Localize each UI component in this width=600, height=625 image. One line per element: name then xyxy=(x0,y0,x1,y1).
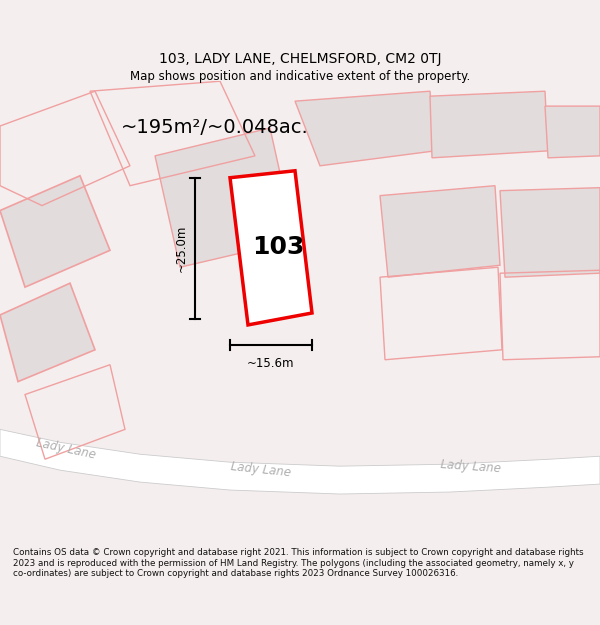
Polygon shape xyxy=(430,91,548,158)
Text: Contains OS data © Crown copyright and database right 2021. This information is : Contains OS data © Crown copyright and d… xyxy=(13,548,584,578)
Polygon shape xyxy=(500,188,600,278)
Text: 103, LADY LANE, CHELMSFORD, CM2 0TJ: 103, LADY LANE, CHELMSFORD, CM2 0TJ xyxy=(159,52,441,66)
Text: 103: 103 xyxy=(252,236,304,259)
Polygon shape xyxy=(380,186,500,278)
Polygon shape xyxy=(295,91,435,166)
Polygon shape xyxy=(155,128,295,268)
Text: ~195m²/~0.048ac.: ~195m²/~0.048ac. xyxy=(121,119,309,138)
Text: Lady Lane: Lady Lane xyxy=(230,461,292,480)
Text: ~15.6m: ~15.6m xyxy=(247,357,295,370)
Polygon shape xyxy=(0,283,95,382)
Text: Map shows position and indicative extent of the property.: Map shows position and indicative extent… xyxy=(130,70,470,82)
Text: Lady Lane: Lady Lane xyxy=(35,437,97,462)
Polygon shape xyxy=(545,106,600,158)
Text: Lady Lane: Lady Lane xyxy=(440,458,501,475)
Polygon shape xyxy=(0,176,110,287)
Polygon shape xyxy=(0,429,600,494)
Polygon shape xyxy=(230,171,312,325)
Text: ~25.0m: ~25.0m xyxy=(175,224,188,272)
